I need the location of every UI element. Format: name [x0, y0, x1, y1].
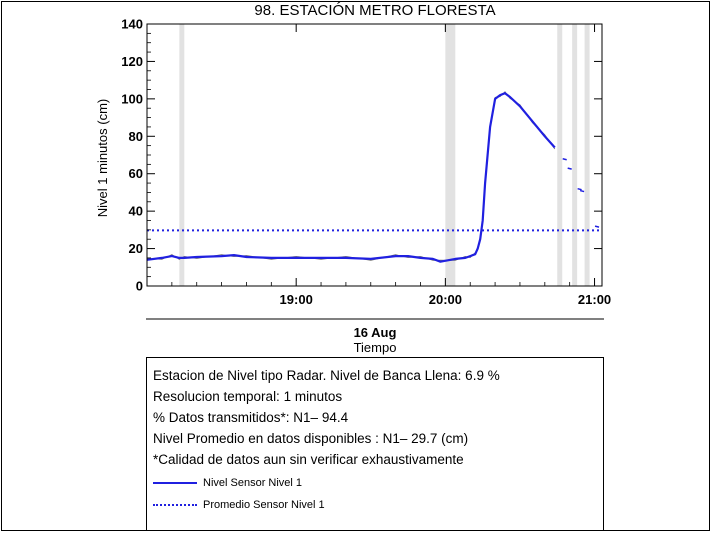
info-line-station: Estacion de Nivel tipo Radar. Nivel de B…	[153, 368, 500, 383]
legend-item-sensor: Nivel Sensor Nivel 1	[153, 475, 302, 491]
data-gap-band	[179, 24, 185, 286]
legend-label-sensor: Nivel Sensor Nivel 1	[203, 477, 303, 489]
x-axis-date-label: 16 Aug	[354, 325, 397, 340]
chart-title: 98. ESTACIÓN METRO FLORESTA	[254, 2, 495, 19]
series-raw-trace	[146, 91, 556, 261]
legend-solid-line-icon	[153, 482, 197, 484]
plot-area-border	[146, 23, 603, 287]
info-line-quality-note: *Calidad de datos aun sin verificar exha…	[153, 452, 464, 467]
sparse-data-point	[567, 167, 572, 170]
sparse-data-point	[577, 187, 582, 191]
data-gap-band	[584, 24, 590, 286]
y-tick-label: 80	[129, 129, 143, 144]
sparse-data-point	[579, 189, 585, 193]
y-tick-label: 0	[136, 279, 143, 294]
y-tick-label: 20	[129, 241, 143, 256]
x-tick-label: 21:00	[578, 292, 611, 307]
data-gap-band	[557, 24, 563, 286]
data-gap-band	[445, 24, 456, 286]
y-tick-label: 40	[129, 204, 143, 219]
x-tick-label: 20:00	[429, 292, 462, 307]
y-tick-label: 140	[121, 17, 143, 32]
x-tick-label: 19:00	[280, 292, 313, 307]
y-tick-label: 100	[121, 91, 143, 106]
legend-label-average: Promedio Sensor Nivel 1	[203, 499, 325, 511]
x-axis-label: Tiempo	[354, 340, 397, 355]
info-line-resolution: Resolucion temporal: 1 minutos	[153, 389, 343, 404]
legend-dotted-line-icon	[153, 504, 197, 506]
y-tick-label: 60	[129, 166, 143, 181]
y-axis-label: Nivel 1 minutos (cm)	[95, 99, 110, 217]
y-tick-label: 120	[121, 54, 143, 69]
series-line-sensor	[146, 92, 556, 263]
data-gap-band	[572, 24, 578, 286]
info-line-average: Nivel Promedio en datos disponibles : N1…	[153, 431, 469, 446]
sparse-data-point	[562, 158, 567, 161]
legend-item-average: Promedio Sensor Nivel 1	[153, 497, 325, 513]
info-box: Estacion de Nivel tipo Radar. Nivel de B…	[146, 357, 604, 531]
sparse-data-point	[594, 225, 600, 228]
info-line-transmitted: % Datos transmitidos*: N1– 94.4	[153, 410, 349, 425]
